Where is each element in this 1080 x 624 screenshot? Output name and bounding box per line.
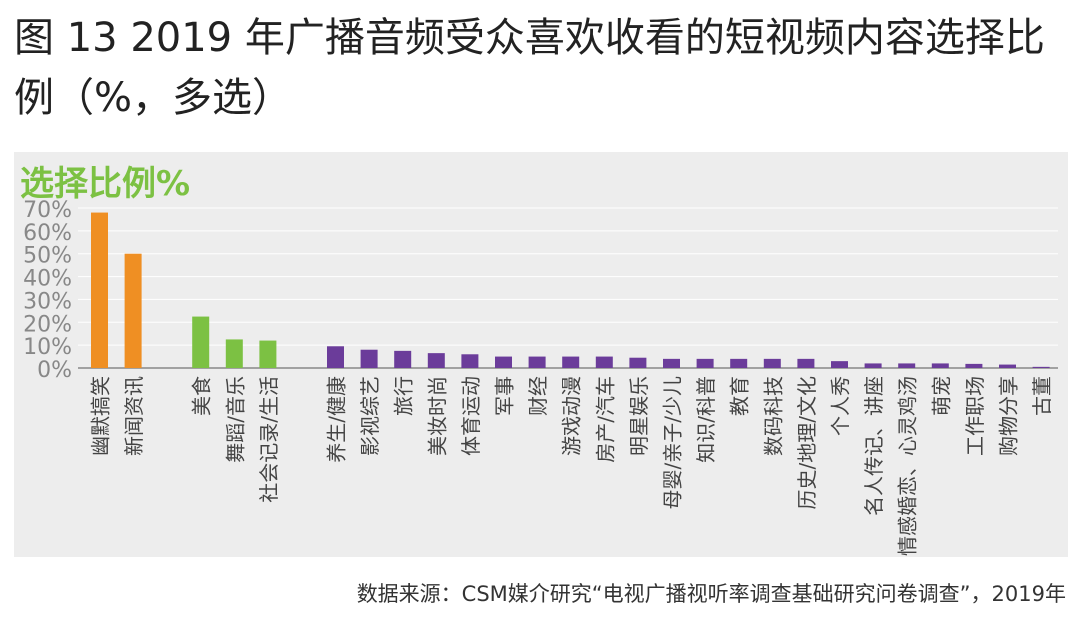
bar [730,358,748,368]
x-category-label: 名人传记、讲座 [862,376,886,516]
y-tick-label: 50% [23,244,72,269]
page-title: 图 13 2019 年广播音频受众喜欢收看的短视频内容选择比例（%，多选） [14,15,1045,121]
bar [192,316,210,368]
x-category-label: 舞蹈/音乐 [223,376,247,463]
bar-chart: 0%10%20%30%40%50%60%70% 幽默搞笑 新闻资讯 美食 舞蹈/音乐 社会… [23,198,1058,556]
bar [259,340,277,368]
x-category-label: 社会记录/生活 [257,376,281,503]
bar [360,349,378,368]
bar [562,356,580,368]
x-category-label: 知识/科普 [694,376,718,463]
bar [864,363,882,368]
bar [663,358,680,368]
bar [124,253,142,368]
y-tick-label: 70% [23,198,72,223]
chart-title: 选择比例% [20,164,191,204]
x-category-label: 母婴/亲子/少儿 [661,376,685,509]
x-category-label: 明星娱乐 [627,376,651,456]
bar [898,363,916,368]
x-category-label: 教育 [728,376,752,416]
x-category-label: 体育运动 [459,376,483,456]
x-category-label: 旅行 [392,376,416,416]
bar [225,339,243,368]
x-category-label: 美食 [190,376,214,416]
bar [629,357,647,368]
x-category-label: 工作职场 [963,376,987,456]
x-category-label: 养生/健康 [325,376,349,463]
bar [461,354,479,368]
x-category-label: 数码科技 [761,376,785,456]
x-category-label: 美妆时尚 [425,376,449,456]
bar [831,361,848,368]
y-tick-label: 40% [23,267,72,292]
y-tick-label: 10% [23,335,72,360]
bar [797,358,815,368]
x-category-label: 购物分享 [997,376,1021,456]
bar [91,212,108,368]
bar [696,358,714,368]
bar [965,363,983,368]
chart-panel: 0% 10% 20% 30% 40% 50% 60% 70% 幽默搞笑 新闻资讯 美食 舞蹈/音乐 社会… [14,152,1068,557]
bar [427,353,445,368]
bar [1032,366,1050,368]
x-category-label: 情感婚恋、心灵鸡汤 [896,376,920,556]
x-category-label: 历史/地理/文化 [795,376,819,509]
x-category-label: 军事 [493,376,517,416]
bar [999,364,1016,368]
y-tick-label: 30% [23,289,72,314]
source-note: 数据来源：CSM媒介研究“电视广播视听率调查基础研究问卷调查”，2019年 [356,582,1066,606]
bar [931,363,949,368]
y-tick-label: 20% [23,312,72,337]
bar [528,356,546,368]
x-category-label: 新闻资讯 [122,376,146,456]
x-category-label: 财经 [526,376,550,416]
bar [595,356,613,368]
y-tick-label: 60% [23,221,72,246]
x-category-label: 个人秀 [829,376,853,436]
x-category-label: 影视综艺 [358,376,382,456]
bar [495,356,512,368]
bar [763,358,781,368]
x-category-label: 萌宠 [929,376,953,416]
x-category-label: 房产/汽车 [593,376,617,463]
bar [327,346,344,368]
bar [394,350,412,368]
y-tick-label: 0% [37,358,72,383]
x-category-label: 幽默搞笑 [89,376,113,456]
x-category-label: 游戏动漫 [560,376,584,456]
x-category-label: 古董 [1030,376,1054,416]
